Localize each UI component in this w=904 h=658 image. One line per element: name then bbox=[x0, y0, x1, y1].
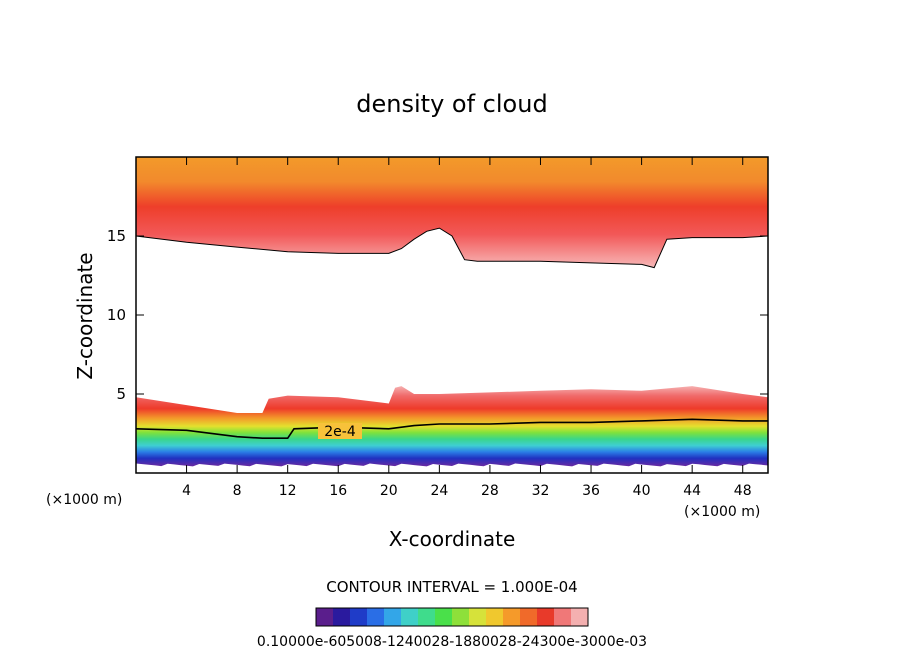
y-tick-label: 15 bbox=[107, 227, 126, 245]
colorbar-swatch bbox=[520, 608, 538, 626]
contour-label: 2e-4 bbox=[324, 424, 356, 440]
contour-line-2e-4 bbox=[135, 418, 768, 439]
x-unit-left: (×1000 m) bbox=[46, 492, 122, 508]
plot-area: 2e-4 bbox=[135, 156, 769, 474]
colorbar-swatch bbox=[384, 608, 402, 626]
x-tick-label: 12 bbox=[279, 483, 297, 499]
lower-cloud-layer bbox=[136, 386, 768, 467]
x-axis-label: X-coordinate bbox=[389, 527, 516, 551]
colorbar-swatch bbox=[571, 608, 589, 626]
colorbar-swatch bbox=[435, 608, 453, 626]
colorbar-frame bbox=[315, 607, 589, 627]
x-tick-label: 36 bbox=[582, 483, 600, 499]
colorbar-swatch bbox=[503, 608, 521, 626]
y-axis-label: Z-coordinate bbox=[73, 252, 97, 379]
colorbar-swatch bbox=[452, 608, 470, 626]
colorbar-swatch bbox=[554, 608, 572, 626]
colorbar-swatch bbox=[486, 608, 504, 626]
colorbar-swatch bbox=[367, 608, 385, 626]
chart-title: density of cloud bbox=[356, 90, 547, 118]
colorbar bbox=[315, 607, 589, 627]
x-tick-label: 20 bbox=[380, 483, 398, 499]
contour-interval-text: CONTOUR INTERVAL = 1.000E-04 bbox=[326, 578, 577, 596]
x-tick-label: 16 bbox=[329, 483, 347, 499]
y-tick-label: 10 bbox=[107, 306, 126, 324]
contour-label-bg bbox=[318, 423, 362, 439]
colorbar-tick-labels: 0.10000e-605008-1240028-1880028-24300e-3… bbox=[257, 634, 647, 650]
colorbar-swatch bbox=[333, 608, 351, 626]
x-tick-label: 8 bbox=[233, 483, 242, 499]
y-axis: 5 10 15 bbox=[107, 227, 768, 403]
x-unit-right: (×1000 m) bbox=[684, 504, 760, 520]
x-tick-label: 44 bbox=[683, 483, 701, 499]
colorbar-swatch bbox=[316, 608, 334, 626]
x-tick-label: 24 bbox=[430, 483, 448, 499]
x-axis: 4 8 12 16 20 24 28 32 36 40 44 48 bbox=[182, 157, 752, 499]
colorbar-swatch bbox=[469, 608, 487, 626]
x-tick-label: 28 bbox=[481, 483, 499, 499]
x-tick-label: 48 bbox=[734, 483, 752, 499]
x-tick-label: 40 bbox=[633, 483, 651, 499]
y-tick-label: 5 bbox=[116, 385, 126, 403]
x-tick-label: 32 bbox=[532, 483, 550, 499]
upper-cloud-layer bbox=[136, 157, 768, 268]
upper-cloud-boundary-line bbox=[135, 227, 769, 269]
x-tick-label: 4 bbox=[182, 483, 191, 499]
colorbar-swatch bbox=[350, 608, 368, 626]
colorbar-swatch bbox=[537, 608, 555, 626]
colorbar-swatch bbox=[418, 608, 436, 626]
colorbar-swatch bbox=[401, 608, 419, 626]
